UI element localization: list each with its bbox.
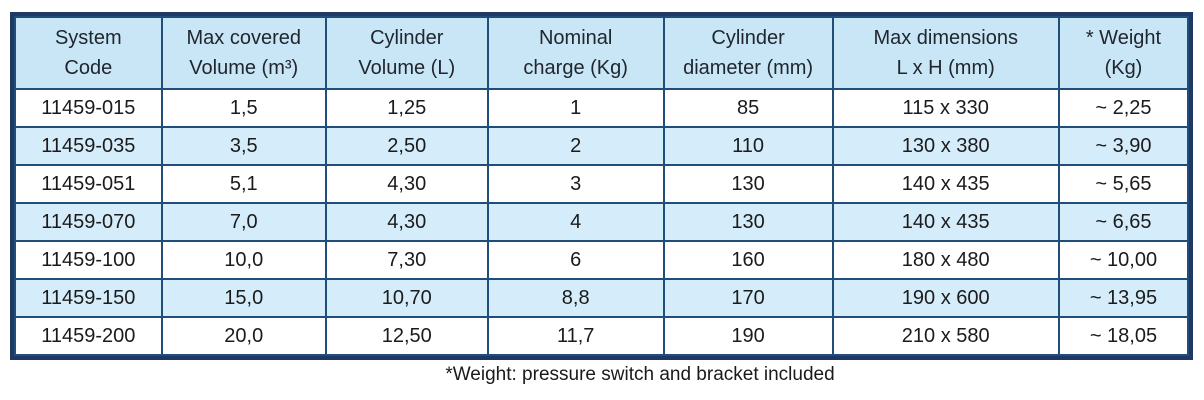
cell-system-code: 11459-200 bbox=[14, 316, 163, 356]
cell-system-code: 11459-070 bbox=[14, 202, 163, 242]
table-row-11459-035: 11459-035 3,5 2,50 2 110 130 x 380 ~ 3,90 bbox=[14, 126, 1190, 166]
column-header-max-covered-volume: Max covered Volume (m³) bbox=[160, 16, 327, 90]
cell-max-covered-volume: 15,0 bbox=[160, 278, 327, 318]
column-header-line2: L x H (mm) bbox=[896, 57, 995, 79]
column-header-cylinder-volume: Cylinder Volume (L) bbox=[324, 16, 489, 90]
spec-table: System Code Max covered Volume (m³) Cylinder… bbox=[14, 16, 1190, 356]
spec-table-frame: System Code Max covered Volume (m³) Cylinder… bbox=[10, 12, 1193, 360]
cell-max-dimensions: 210 x 580 bbox=[831, 316, 1060, 356]
column-header-line2: Code bbox=[64, 57, 113, 79]
cell-weight: ~ 13,95 bbox=[1057, 278, 1190, 318]
cell-max-dimensions: 190 x 600 bbox=[831, 278, 1060, 318]
cell-cylinder-volume: 4,30 bbox=[324, 202, 489, 242]
column-header-line2: Volume (m³) bbox=[189, 57, 299, 79]
cell-weight: ~ 3,90 bbox=[1057, 126, 1190, 166]
column-header-line2: diameter (mm) bbox=[683, 57, 814, 79]
table-row-11459-100: 11459-100 10,0 7,30 6 160 180 x 480 ~ 10,00 bbox=[14, 240, 1190, 280]
cell-max-dimensions: 140 x 435 bbox=[831, 202, 1060, 242]
column-header-line1: Cylinder bbox=[370, 27, 444, 49]
cell-cylinder-diameter: 110 bbox=[662, 126, 834, 166]
cell-max-dimensions: 180 x 480 bbox=[831, 240, 1060, 280]
column-header-weight: * Weight (Kg) bbox=[1057, 16, 1190, 90]
column-header-line2: Volume (L) bbox=[358, 57, 456, 79]
column-header-line2: charge (Kg) bbox=[523, 57, 628, 79]
footnote: *Weight: pressure switch and bracket inc… bbox=[445, 364, 835, 385]
cell-cylinder-volume: 4,30 bbox=[324, 164, 489, 204]
cell-max-covered-volume: 20,0 bbox=[160, 316, 327, 356]
cell-cylinder-volume: 12,50 bbox=[324, 316, 489, 356]
cell-cylinder-volume: 2,50 bbox=[324, 126, 489, 166]
column-header-line1: Max dimensions bbox=[873, 27, 1018, 49]
column-header-cylinder-diameter: Cylinder diameter (mm) bbox=[662, 16, 834, 90]
column-header-system-code: System Code bbox=[14, 16, 163, 90]
cell-system-code: 11459-150 bbox=[14, 278, 163, 318]
cell-cylinder-diameter: 130 bbox=[662, 164, 834, 204]
column-header-line1: Nominal bbox=[538, 27, 613, 49]
cell-max-covered-volume: 1,5 bbox=[160, 88, 327, 128]
cell-system-code: 11459-035 bbox=[14, 126, 163, 166]
table-row-11459-015: 11459-015 1,5 1,25 1 85 115 x 330 ~ 2,25 bbox=[14, 88, 1190, 128]
column-header-line1: Cylinder bbox=[711, 27, 785, 49]
cell-nominal-charge: 8,8 bbox=[486, 278, 665, 318]
cell-weight: ~ 18,05 bbox=[1057, 316, 1190, 356]
cell-weight: ~ 10,00 bbox=[1057, 240, 1190, 280]
cell-cylinder-diameter: 85 bbox=[662, 88, 834, 128]
cell-max-dimensions: 130 x 380 bbox=[831, 126, 1060, 166]
cell-weight: ~ 6,65 bbox=[1057, 202, 1190, 242]
cell-system-code: 11459-051 bbox=[14, 164, 163, 204]
cell-nominal-charge: 4 bbox=[486, 202, 665, 242]
table-row-11459-070: 11459-070 7,0 4,30 4 130 140 x 435 ~ 6,65 bbox=[14, 202, 1190, 242]
cell-nominal-charge: 11,7 bbox=[486, 316, 665, 356]
table-row-11459-150: 11459-150 15,0 10,70 8,8 170 190 x 600 ~ 13,95 bbox=[14, 278, 1190, 318]
cell-max-dimensions: 140 x 435 bbox=[831, 164, 1060, 204]
cell-nominal-charge: 1 bbox=[486, 88, 665, 128]
cell-nominal-charge: 6 bbox=[486, 240, 665, 280]
column-header-nominal-charge: Nominal charge (Kg) bbox=[486, 16, 665, 90]
cell-max-covered-volume: 3,5 bbox=[160, 126, 327, 166]
table-header: System Code Max covered Volume (m³) Cylinder… bbox=[14, 16, 1190, 90]
cell-cylinder-diameter: 190 bbox=[662, 316, 834, 356]
cell-cylinder-volume: 1,25 bbox=[324, 88, 489, 128]
cell-cylinder-volume: 7,30 bbox=[324, 240, 489, 280]
cell-system-code: 11459-100 bbox=[14, 240, 163, 280]
cell-max-covered-volume: 10,0 bbox=[160, 240, 327, 280]
cell-weight: ~ 5,65 bbox=[1057, 164, 1190, 204]
cell-max-dimensions: 115 x 330 bbox=[831, 88, 1060, 128]
column-header-line1: * Weight bbox=[1085, 27, 1162, 49]
column-header-max-dimensions: Max dimensions L x H (mm) bbox=[831, 16, 1060, 90]
cell-cylinder-diameter: 160 bbox=[662, 240, 834, 280]
table-body: 11459-015 1,5 1,25 1 85 115 x 330 ~ 2,25 11459-… bbox=[14, 88, 1190, 356]
cell-max-covered-volume: 5,1 bbox=[160, 164, 327, 204]
cell-cylinder-volume: 10,70 bbox=[324, 278, 489, 318]
cell-max-covered-volume: 7,0 bbox=[160, 202, 327, 242]
cell-nominal-charge: 3 bbox=[486, 164, 665, 204]
cell-cylinder-diameter: 170 bbox=[662, 278, 834, 318]
cell-nominal-charge: 2 bbox=[486, 126, 665, 166]
column-header-line2: (Kg) bbox=[1104, 57, 1143, 79]
table-row-11459-200: 11459-200 20,0 12,50 11,7 190 210 x 580 ~ 18,0… bbox=[14, 316, 1190, 356]
cell-cylinder-diameter: 130 bbox=[662, 202, 834, 242]
cell-system-code: 11459-015 bbox=[14, 88, 163, 128]
table-row-11459-051: 11459-051 5,1 4,30 3 130 140 x 435 ~ 5,65 bbox=[14, 164, 1190, 204]
header-row: System Code Max covered Volume (m³) Cylinder… bbox=[14, 16, 1190, 90]
column-header-line1: System bbox=[54, 27, 122, 49]
cell-weight: ~ 2,25 bbox=[1057, 88, 1190, 128]
column-header-line1: Max covered bbox=[186, 27, 301, 49]
